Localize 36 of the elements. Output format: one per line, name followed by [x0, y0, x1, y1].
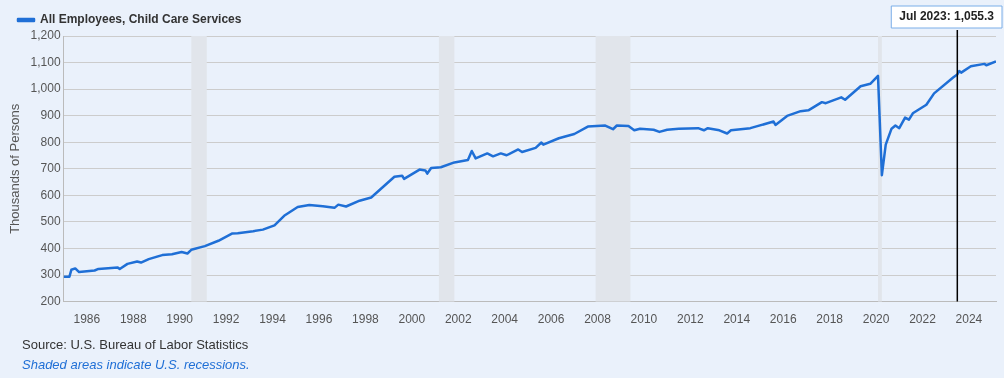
x-tick-label: 2008	[584, 312, 612, 327]
x-tick-label: 2018	[816, 312, 844, 327]
x-tick-label: 2012	[677, 312, 705, 327]
x-tick-label: 1994	[259, 312, 287, 327]
x-tick-label: 1988	[119, 312, 147, 327]
y-axis-title: Thousands of Persons	[7, 103, 23, 234]
source-note: Source: U.S. Bureau of Labor Statistics	[22, 337, 249, 352]
x-tick-label: 1990	[166, 312, 194, 327]
x-tick-label: 2020	[862, 312, 890, 327]
y-tick-label: 700	[40, 161, 61, 176]
x-tick-label: 2016	[769, 312, 797, 327]
x-tick-label: 2010	[630, 312, 658, 327]
y-tick-label: 800	[40, 134, 61, 149]
y-tick-label: 600	[40, 187, 61, 202]
x-tick-label: 2006	[537, 312, 565, 327]
y-tick-label: 1,200	[30, 28, 61, 43]
x-tick-label: 2000	[398, 312, 426, 327]
legend-label: All Employees, Child Care Services	[40, 12, 242, 27]
ref-line-label: Jul 2023: 1,055.3	[899, 9, 995, 24]
y-tick-label: 1,000	[30, 81, 61, 96]
x-tick-label: 2002	[444, 312, 472, 327]
x-tick-label: 2024	[955, 312, 983, 327]
y-tick-label: 300	[40, 267, 61, 282]
x-tick-label: 1998	[352, 312, 380, 327]
y-tick-label: 500	[40, 214, 61, 229]
text: Shaded areas indicate U.S. recessions.	[22, 357, 250, 372]
y-tick-label: 1,100	[30, 54, 61, 69]
x-tick-label: 1986	[73, 312, 101, 327]
y-tick-label: 900	[40, 107, 61, 122]
y-tick-label: 400	[40, 240, 61, 255]
x-tick-label: 2004	[491, 312, 519, 327]
x-tick-label: 2014	[723, 312, 751, 327]
x-tick-label: 2022	[909, 312, 937, 327]
x-tick-label: 1996	[305, 312, 333, 327]
x-tick-label: 1992	[212, 312, 240, 327]
y-tick-label: 200	[40, 293, 61, 308]
